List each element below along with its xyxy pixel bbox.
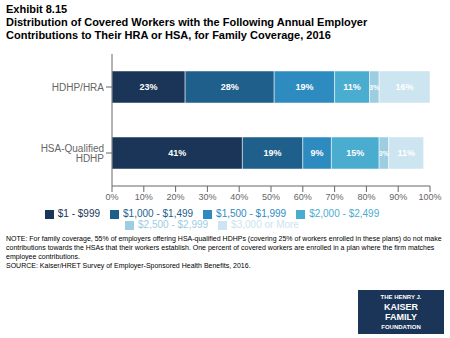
svg-text:20%: 20% [167, 192, 185, 202]
html-text:Contributions to Their HRA or: Contributions to Their HRA or HSA, for F… [6, 29, 331, 41]
svg-text:50%: 50% [262, 192, 280, 202]
html-text:THE HENRY J.: THE HENRY J. [380, 294, 422, 300]
svg-text:30%: 30% [198, 192, 216, 202]
svg-text:100%: 100% [418, 192, 441, 202]
svg-text:3%: 3% [379, 150, 390, 157]
svg-text:19%: 19% [295, 82, 313, 92]
html-text:NOTE: For family coverage, 55%: NOTE: For family coverage, 55% of employ… [6, 235, 442, 242]
html-text:SOURCE: Kaiser/HRET Survey of: SOURCE: Kaiser/HRET Survey of Employer-S… [6, 262, 251, 269]
svg-text:90%: 90% [389, 192, 407, 202]
html-text:Distribution of Covered Worker: Distribution of Covered Workers with the… [6, 16, 368, 28]
html-text:FAMILY: FAMILY [384, 312, 418, 322]
svg-text:41%: 41% [168, 148, 186, 158]
svg-text:23%: 23% [140, 82, 158, 92]
svg-text:28%: 28% [221, 82, 239, 92]
html-text:Exhibit 8.15: Exhibit 8.15 [6, 3, 68, 15]
html-text:$2,500 - $2,999: $2,500 - $2,999 [138, 219, 209, 230]
svg-text:70%: 70% [326, 192, 344, 202]
svg-text:40%: 40% [230, 192, 248, 202]
html-text:$1,500 - $1,999: $1,500 - $1,999 [216, 208, 287, 219]
html-text:$3,000 or More: $3,000 or More [231, 219, 299, 230]
svg-text:60%: 60% [294, 192, 312, 202]
svg-text:11%: 11% [343, 82, 361, 92]
svg-text:HSA-QualifiedHDHP: HSA-QualifiedHDHP [41, 143, 105, 164]
html-text:contributions towards the HSAs: contributions towards the HSAs that thei… [6, 244, 435, 251]
html-text:employee contributions.: employee contributions. [6, 253, 80, 260]
html-text:KAISER: KAISER [384, 302, 418, 312]
svg-text:3%: 3% [369, 84, 380, 91]
svg-text:80%: 80% [357, 192, 375, 202]
svg-text:16%: 16% [396, 82, 414, 92]
svg-text:19%: 19% [264, 148, 282, 158]
html-text:$1,000 - $1,499: $1,000 - $1,499 [123, 208, 194, 219]
html-text:FOUNDATION: FOUNDATION [381, 324, 421, 330]
svg-text:9%: 9% [311, 148, 324, 158]
html-text:$2,000 - $2,499: $2,000 - $2,499 [309, 208, 380, 219]
svg-text:HDHP/HRA: HDHP/HRA [52, 82, 105, 93]
svg-text:11%: 11% [397, 148, 415, 158]
svg-text:10%: 10% [135, 192, 153, 202]
html-text:$1 - $999: $1 - $999 [57, 208, 100, 219]
svg-text:0%: 0% [105, 192, 118, 202]
svg-text:15%: 15% [346, 148, 364, 158]
